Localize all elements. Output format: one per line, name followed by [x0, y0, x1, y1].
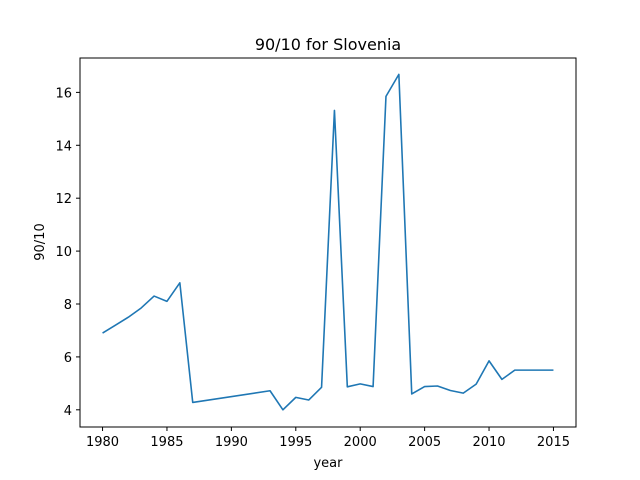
y-tick-label: 14: [55, 139, 72, 154]
y-tick-label: 16: [55, 86, 72, 101]
plot-frame: [79, 57, 577, 428]
chart-title: 90/10 for Slovenia: [255, 35, 401, 54]
x-tick-label: 2010: [472, 435, 505, 450]
y-tick-label: 4: [64, 404, 72, 419]
x-tick-label: 2000: [344, 435, 377, 450]
x-tick-label: 1990: [215, 435, 248, 450]
axis-ticks: 1980 1985 1990 1995 2000 2005 2010 2015 4 6 8 10 12 1…: [55, 86, 570, 450]
x-tick-label: 2005: [408, 435, 441, 450]
y-axis-label: 90/10: [33, 223, 48, 260]
y-tick-label: 8: [64, 298, 72, 313]
x-tick-label: 1985: [150, 435, 183, 450]
x-tick-label: 1995: [279, 435, 312, 450]
plot-series: [102, 73, 554, 411]
x-tick-label: 2015: [537, 435, 570, 450]
y-tick-label: 10: [55, 245, 72, 260]
x-tick-label: 1980: [86, 435, 119, 450]
x-axis-label: year: [313, 456, 343, 471]
y-tick-label: 6: [64, 351, 72, 366]
series-line-0: [102, 73, 554, 411]
y-tick-label: 12: [55, 192, 72, 207]
